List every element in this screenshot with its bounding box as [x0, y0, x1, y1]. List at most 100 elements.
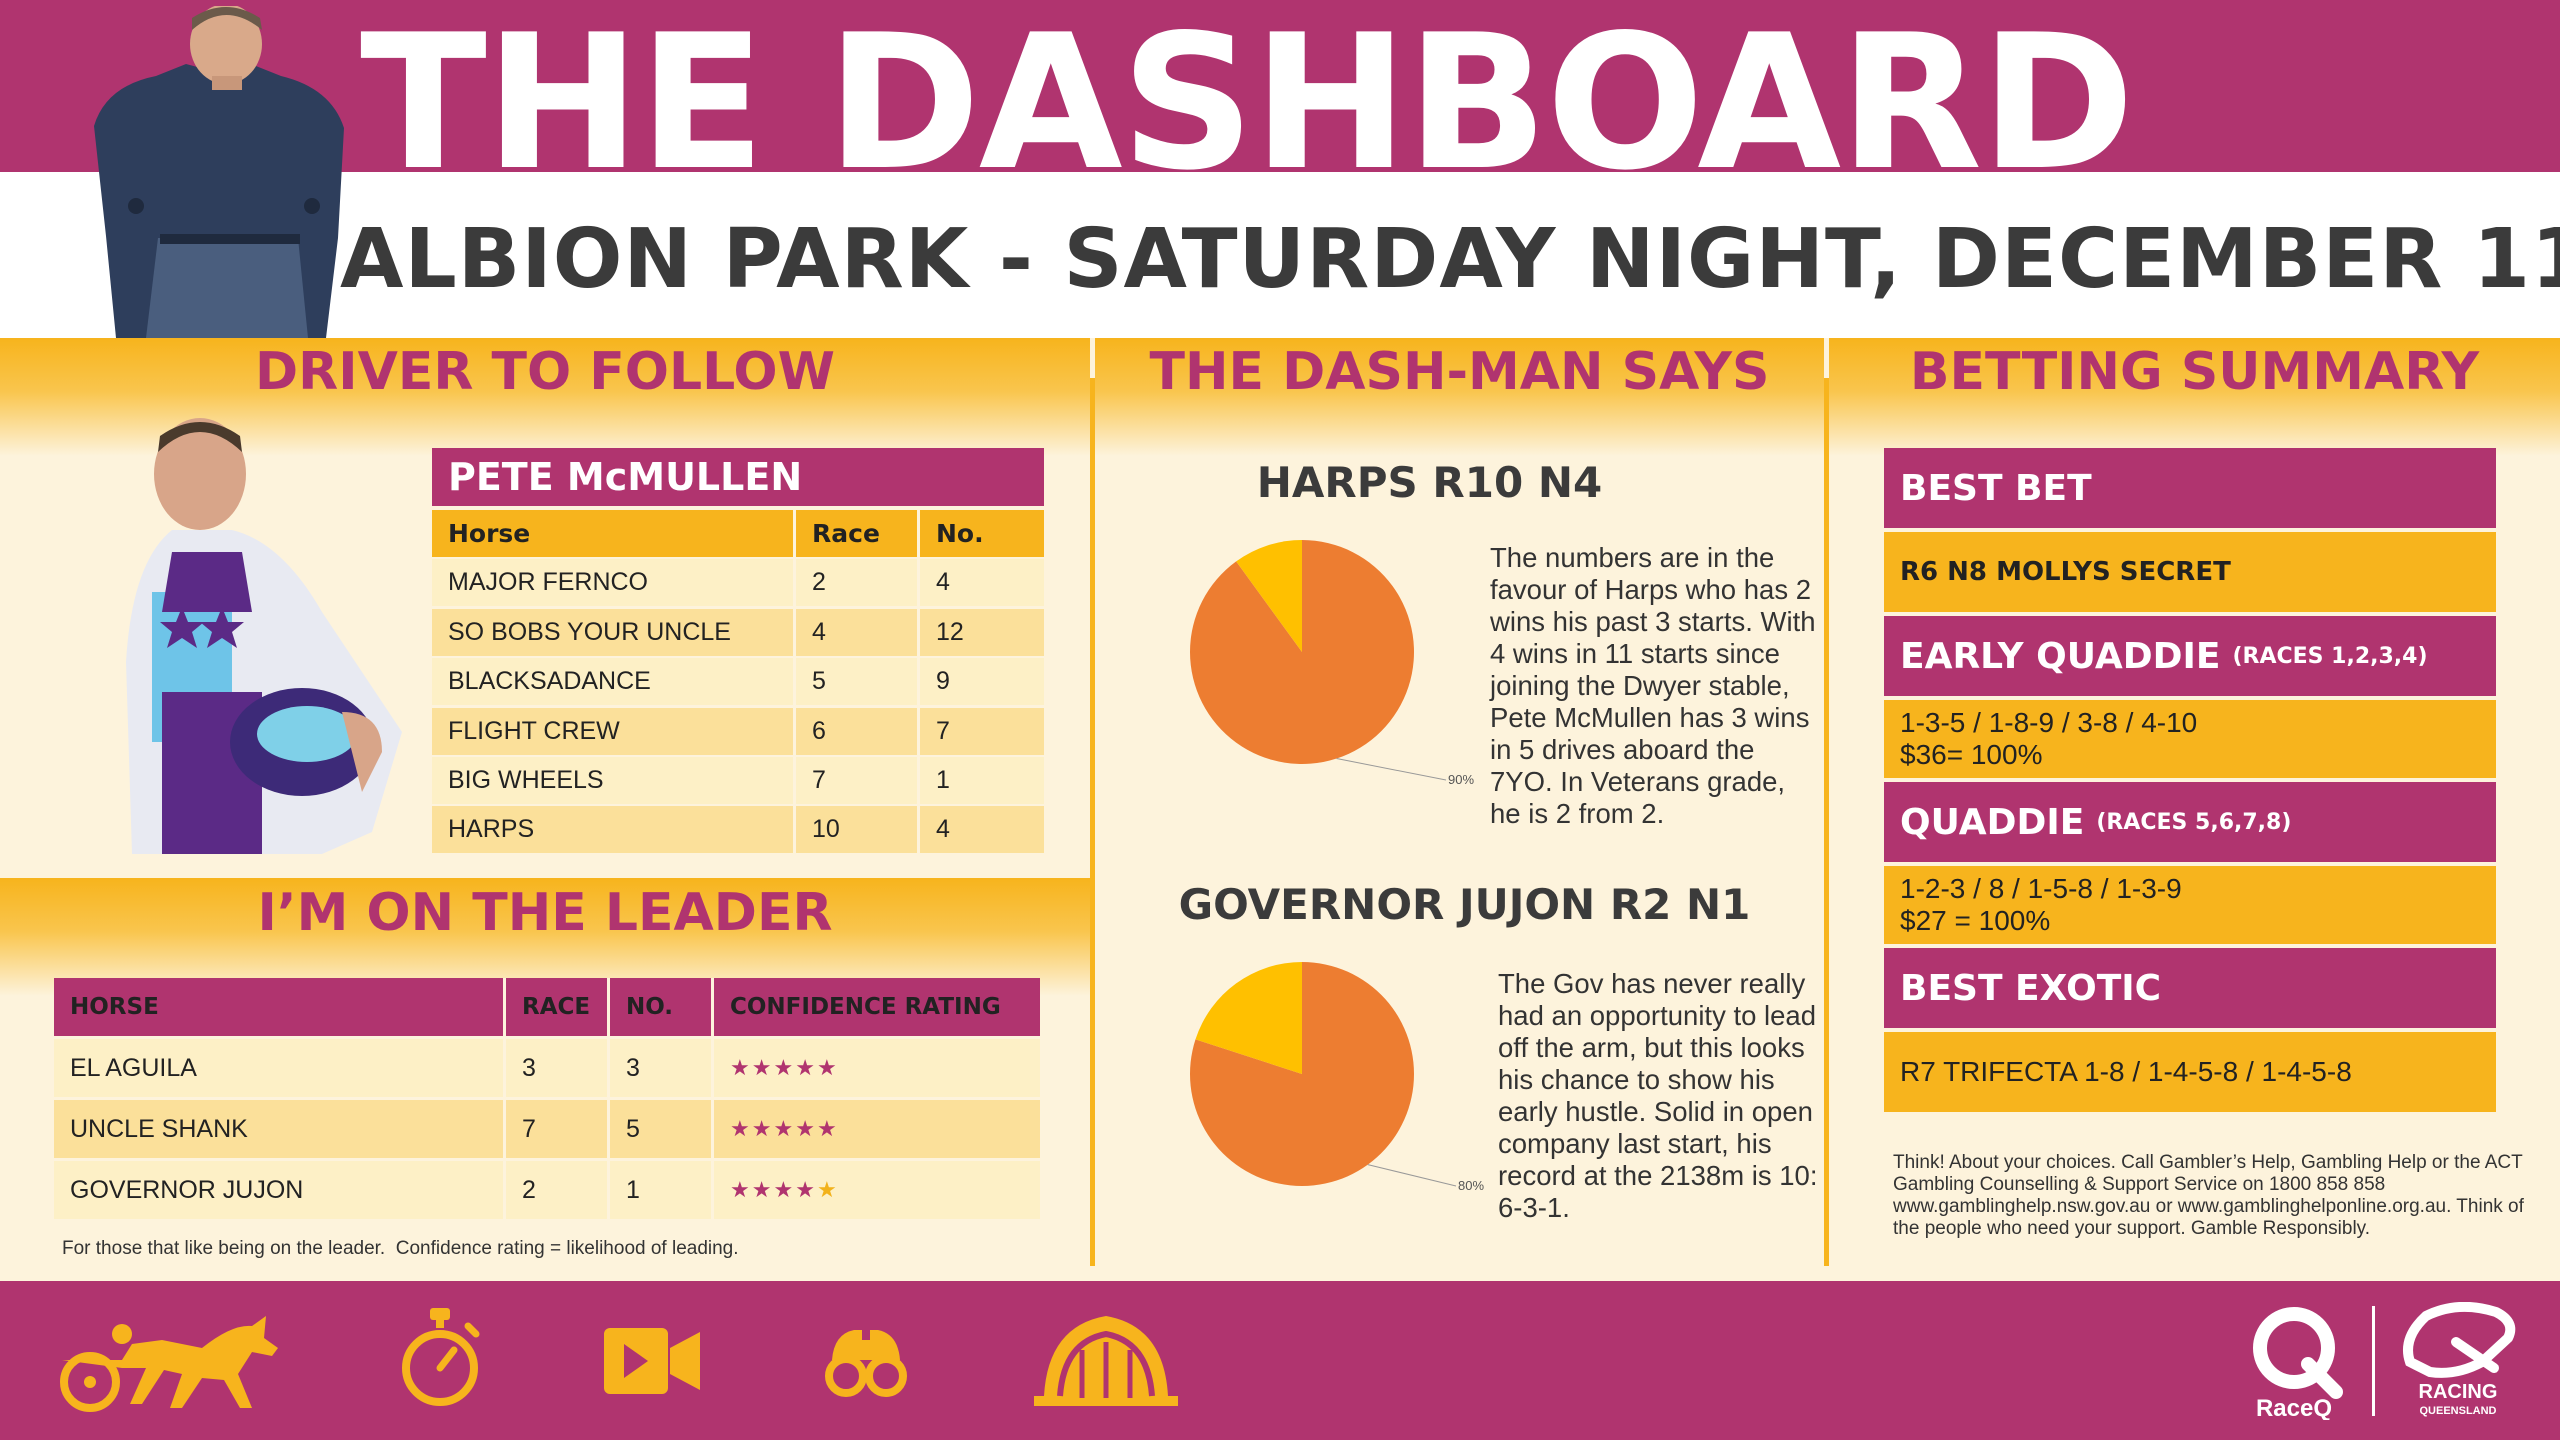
- cell-race: 2: [796, 559, 920, 607]
- driver-table: Horse Race No. MAJOR FERNCO 2 4 SO BOBS …: [432, 510, 1044, 856]
- star-filled-icon: ★: [773, 1055, 796, 1080]
- starting-gate-icon[interactable]: [1030, 1306, 1182, 1406]
- column-divider-right: [1824, 378, 1829, 1266]
- star-filled-icon: ★: [773, 1177, 796, 1202]
- quaddie-label: QUADDIE (RACES 5,6,7,8): [1884, 782, 2496, 862]
- leader-table-header: HORSE RACE NO. CONFIDENCE RATING: [54, 978, 1040, 1036]
- cell-race: 4: [796, 608, 920, 656]
- driver-photo: [126, 418, 402, 854]
- col-no: NO.: [610, 978, 714, 1036]
- quaddie-races: (RACES 5,6,7,8): [2096, 809, 2292, 835]
- cell-horse: UNCLE SHANK: [54, 1100, 506, 1158]
- stopwatch-icon[interactable]: [398, 1304, 482, 1414]
- star-filled-icon: ★: [773, 1116, 796, 1141]
- leader-note: For those that like being on the leader.…: [62, 1238, 739, 1259]
- table-row: GOVERNOR JUJON 2 1 ★★★★★: [54, 1161, 1040, 1219]
- video-camera-icon[interactable]: [600, 1324, 704, 1398]
- pick-pie-chart: 90%: [1190, 540, 1474, 787]
- early-quaddie-races: (RACES 1,2,3,4): [2232, 643, 2428, 669]
- cell-horse: BLACKSADANCE: [432, 658, 796, 706]
- cell-race: 5: [796, 658, 920, 706]
- pie-label-leader: [1336, 758, 1447, 781]
- responsible-gambling-note: Think! About your choices. Call Gambler’…: [1893, 1152, 2524, 1239]
- best-exotic-label: BEST EXOTIC: [1884, 948, 2496, 1028]
- quaddie-value: 1-2-3 / 8 / 1-5-8 / 1-3-9 $27 = 100%: [1884, 866, 2496, 944]
- cell-horse: HARPS: [432, 806, 796, 854]
- table-row: BLACKSADANCE 5 9: [432, 658, 1044, 706]
- cell-horse: MAJOR FERNCO: [432, 559, 796, 607]
- best-exotic-value: R7 TRIFECTA 1-8 / 1-4-5-8 / 1-4-5-8: [1884, 1032, 2496, 1112]
- cell-horse: GOVERNOR JUJON: [54, 1161, 506, 1219]
- cell-rating: ★★★★★: [714, 1161, 1040, 1219]
- cell-no: 7: [936, 716, 950, 745]
- cell-horse: SO BOBS YOUR UNCLE: [432, 608, 796, 656]
- col-no: No.: [920, 510, 1044, 557]
- cell-race: 7: [506, 1100, 610, 1158]
- pick-heading: HARPS R10 N4: [1256, 458, 1603, 507]
- early-quaddie-combo: 1-3-5 / 1-8-9 / 3-8 / 4-10: [1900, 707, 2198, 738]
- quaddie-combo: 1-2-3 / 8 / 1-5-8 / 1-3-9: [1900, 873, 2182, 904]
- table-row: FLIGHT CREW 6 7: [432, 707, 1044, 755]
- pie-slice-minor: [1195, 962, 1302, 1074]
- rating-stars: ★★★★★: [730, 1055, 839, 1081]
- betting-section-band: [1829, 338, 2560, 456]
- cell-race: 6: [796, 707, 920, 755]
- driver-table-header: Horse Race No.: [432, 510, 1044, 557]
- leader-section-title: I’M ON THE LEADER: [257, 883, 833, 943]
- cell-race: 10: [796, 806, 920, 854]
- star-filled-icon: ★: [751, 1116, 774, 1141]
- early-quaddie-stake: $36= 100%: [1900, 739, 2043, 770]
- pie-percent-label: 90%: [1448, 772, 1474, 787]
- driver-section-title: DRIVER TO FOLLOW: [255, 342, 835, 402]
- binoculars-icon[interactable]: [824, 1320, 908, 1400]
- betting-section-title: BETTING SUMMARY: [1909, 342, 2480, 402]
- pie-slice-minor: [1236, 540, 1302, 652]
- pick-pie-chart: 80%: [1190, 962, 1484, 1193]
- star-filled-icon: ★: [816, 1055, 839, 1080]
- column-divider-left: [1090, 378, 1095, 1266]
- page-subtitle: ALBION PARK - SATURDAY NIGHT, DECEMBER 1…: [340, 212, 2560, 307]
- cell-no: 3: [610, 1039, 714, 1097]
- col-race: Race: [796, 510, 920, 557]
- pie-percent-label: 80%: [1458, 1178, 1484, 1193]
- cell-no: 1: [610, 1161, 714, 1219]
- cell-no: 4: [936, 568, 950, 597]
- star-filled-icon: ★: [795, 1177, 817, 1202]
- dashman-section-band: [1095, 338, 1824, 456]
- table-row: BIG WHEELS 7 1: [432, 756, 1044, 804]
- table-row: SO BOBS YOUR UNCLE 4 12: [432, 608, 1044, 656]
- racing-queensland-logo: RACING QUEENSLAND: [2403, 1302, 2516, 1417]
- cell-no: 12: [936, 617, 964, 646]
- footer-bar: [0, 1281, 2560, 1440]
- header-banner: [0, 0, 2560, 172]
- page-title: THE DASHBOARD: [360, 0, 2135, 211]
- best-bet-label: BEST BET: [1884, 448, 2496, 528]
- cell-race: 3: [506, 1039, 610, 1097]
- star-filled-icon: ★: [730, 1177, 752, 1202]
- harness-racing-icon[interactable]: [52, 1304, 282, 1414]
- pick-text: The Gov has never really had an opportun…: [1498, 968, 1818, 1223]
- col-horse: HORSE: [54, 978, 506, 1036]
- dashman-section-title: THE DASH-MAN SAYS: [1149, 342, 1770, 402]
- best-bet-value: R6 N8 MOLLYS SECRET: [1884, 532, 2496, 612]
- quaddie-title: QUADDIE: [1900, 801, 2085, 843]
- cell-rating: ★★★★★: [714, 1039, 1040, 1097]
- cell-horse: BIG WHEELS: [432, 756, 796, 804]
- pie-label-leader: [1367, 1164, 1457, 1187]
- early-quaddie-value: 1-3-5 / 1-8-9 / 3-8 / 4-10 $36= 100%: [1884, 700, 2496, 778]
- rq-wordmark-line2: QUEENSLAND: [2419, 1405, 2496, 1417]
- leader-section-band: [0, 878, 1090, 996]
- raceq-logo: RaceQ: [2253, 1307, 2343, 1420]
- pick-text: The numbers are in the favour of Harps w…: [1490, 542, 1816, 829]
- star-empty-icon: ★: [816, 1177, 839, 1202]
- cell-no: 9: [936, 667, 950, 696]
- star-filled-icon: ★: [795, 1116, 817, 1141]
- cell-horse: EL AGUILA: [54, 1039, 506, 1097]
- cell-race: 7: [796, 756, 920, 804]
- star-filled-icon: ★: [730, 1116, 752, 1141]
- pick-heading: GOVERNOR JUJON R2 N1: [1178, 880, 1751, 929]
- cell-no: 5: [610, 1100, 714, 1158]
- star-filled-icon: ★: [751, 1055, 774, 1080]
- rating-stars: ★★★★★: [730, 1116, 839, 1142]
- star-filled-icon: ★: [816, 1116, 839, 1141]
